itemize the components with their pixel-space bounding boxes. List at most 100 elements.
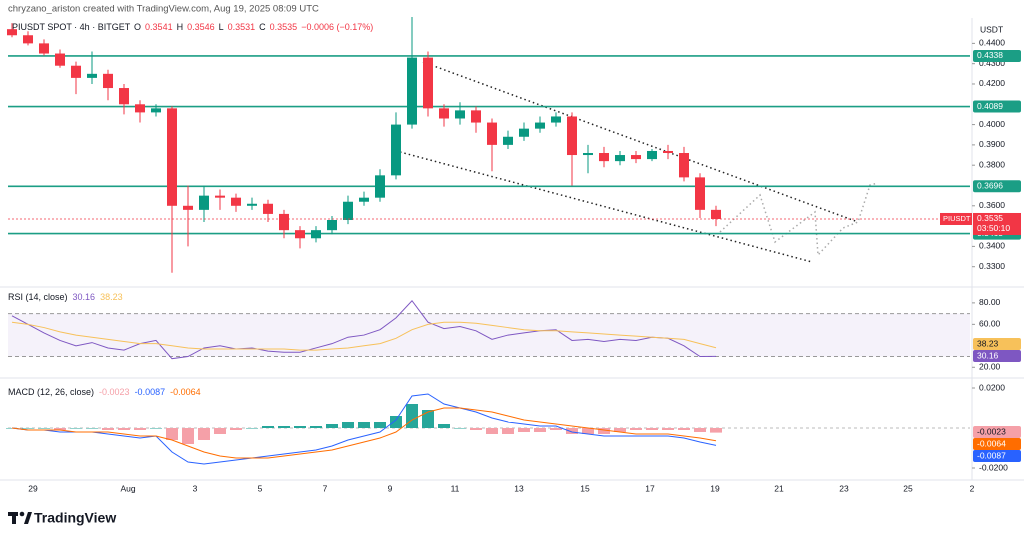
legend-title: RSI (14, close) [8,292,68,302]
ohlc-part: H [177,22,184,32]
histogram-bar [566,428,578,434]
price-tag-bg [940,212,972,225]
candle-body [167,108,177,206]
candle-body [583,153,593,156]
x-tick-label: 25 [903,483,913,493]
x-tick-label: 19 [710,483,720,493]
histogram-bar [630,428,642,430]
histogram-bar [294,426,306,428]
x-tick-label: 21 [774,483,784,493]
legend-value: 30.16 [73,292,96,302]
histogram-bar [534,428,546,432]
x-tick-label: 9 [388,483,393,493]
candle-body [55,53,65,66]
candle-body [199,195,209,210]
candle-body [455,110,465,119]
histogram-bar [438,424,450,428]
macd-value-label: -0.0023 [977,426,1006,436]
histogram-bar [710,428,722,433]
y-tick-label: 0.4200 [979,78,1005,88]
logo-mark [19,511,25,517]
x-tick-label: 23 [839,483,849,493]
level-label-bg [973,49,1021,62]
rsi-value-label: 30.16 [977,350,999,360]
histogram-bar [694,428,706,432]
histogram-bar [502,428,514,434]
candle-body [375,175,385,198]
candle-body [423,57,433,109]
ohlc-part: 0.3535 [270,22,298,32]
histogram-bar [214,428,226,434]
level-label: 0.3696 [977,181,1003,191]
histogram-bar [326,424,338,428]
symbol-tag: PIUSDT [943,214,971,223]
candle-body [439,108,449,119]
candle-body [343,201,353,221]
x-tick-label: 13 [514,483,524,493]
histogram-bar [230,428,242,430]
candle-body [711,209,721,219]
histogram-bar [134,428,146,430]
ohlc-part: −0.0006 (−0.17%) [301,22,373,32]
ohlc-part: 0.3531 [228,22,256,32]
countdown: 03:50:10 [977,223,1010,233]
y-tick-label: 0.3300 [979,261,1005,271]
trend-line [422,61,859,223]
candle-body [679,153,689,178]
candle-body [487,122,497,145]
ohlc-part: 0.3541 [145,22,173,32]
histogram-bar [470,428,482,430]
candle-body [407,57,417,125]
x-tick-label: Aug [120,483,135,493]
histogram-bar [598,428,610,434]
level-label-bg [973,100,1021,113]
x-tick-label: 17 [645,483,655,493]
histogram-bar [38,428,50,429]
candle-body [183,205,193,210]
y-tick-label: -0.0200 [979,462,1008,472]
level-label: 0.4338 [977,50,1003,60]
candle-body [519,128,529,137]
macd-value-label-bg [973,438,1021,450]
y-tick-label: 0.3400 [979,241,1005,251]
histogram-bar [486,428,498,434]
candle-body [135,104,145,113]
candle-body [695,177,705,210]
histogram-bar [646,428,658,430]
y-tick-label: 0.3800 [979,159,1005,169]
histogram-bar [70,428,82,429]
rsi-band [8,313,970,357]
candle-body [263,203,273,214]
author-line: chryzano_ariston created with TradingVie… [8,4,319,15]
histogram-bar [662,428,674,430]
histogram-bar [118,428,130,430]
histogram-bar [582,428,594,434]
rsi-value-label: 38.23 [977,338,999,348]
candle-body [615,155,625,162]
x-tick-label: 15 [580,483,590,493]
level-label-bg [973,180,1021,193]
legend-title: MACD (12, 26, close) [8,387,94,397]
histogram-bar [166,428,178,440]
candle-body [647,150,657,160]
y-tick-label: 0.3600 [979,200,1005,210]
legend-value: 38.23 [100,292,123,302]
candle-body [23,35,33,44]
candle-body [247,203,257,206]
candle-body [359,197,369,202]
candle-body [279,213,289,231]
candle-body [231,197,241,206]
x-tick-label: 11 [451,483,460,493]
candle-body [535,122,545,129]
macd-value-label: -0.0087 [977,450,1006,460]
histogram-bar [262,426,274,428]
x-tick-label: 3 [193,483,198,493]
legend-value: -0.0023 [99,387,130,397]
rsi-line [11,299,717,360]
histogram-bar [86,428,98,429]
last-price-label: 0.3535 [977,213,1003,223]
candle-body [503,136,513,145]
candle-body [7,29,17,36]
candle-body [39,43,49,54]
